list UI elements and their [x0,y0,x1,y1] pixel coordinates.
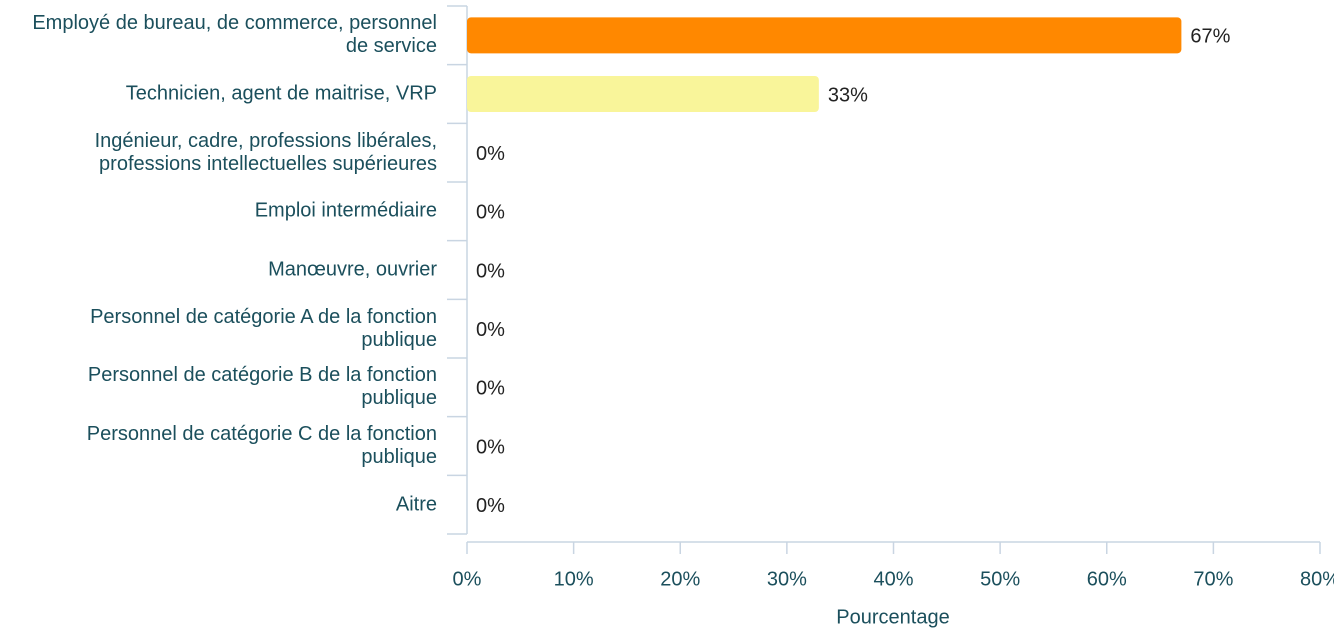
value-label: 0% [476,436,505,458]
bar [467,76,819,112]
value-label: 0% [476,495,505,517]
y-tick-label: Employé de bureau, de commerce, personne… [32,12,437,58]
y-tick-label: Personnel de catégorie A de la fonction … [90,305,437,351]
value-label: 0% [476,202,505,224]
y-tick-label: Aitre [395,493,437,516]
value-label: 0% [476,260,505,282]
y-tick-label: Ingénieur, cadre, professions libérales,… [94,129,437,175]
x-axis-label: Pourcentage [836,606,949,628]
y-tick-label: Technicien, agent de maitrise, VRP [125,82,437,105]
y-tick-label: Manœuvre, ouvrier [268,258,437,281]
x-tick-label: 50% [980,568,1020,590]
value-label: 0% [476,378,505,400]
y-tick-label: Personnel de catégorie C de la fonction … [86,423,437,468]
value-label: 67% [1190,26,1230,48]
x-tick-label: 0% [453,568,482,590]
value-label: 0% [476,143,505,165]
y-tick-label: Emploi intermédiaire [254,199,437,222]
x-tick-label: 10% [554,568,594,590]
x-tick-label: 20% [660,568,700,590]
bar [467,17,1182,54]
x-tick-label: 40% [873,568,913,590]
x-tick-label: 60% [1087,568,1127,590]
x-tick-label: 70% [1193,568,1233,590]
value-label: 0% [476,319,505,341]
y-tick-label: Personnel de catégorie B de la fonction … [87,364,437,410]
x-tick-label: 30% [767,568,807,590]
x-tick-label: 80% [1300,568,1334,590]
value-label: 33% [828,84,868,106]
